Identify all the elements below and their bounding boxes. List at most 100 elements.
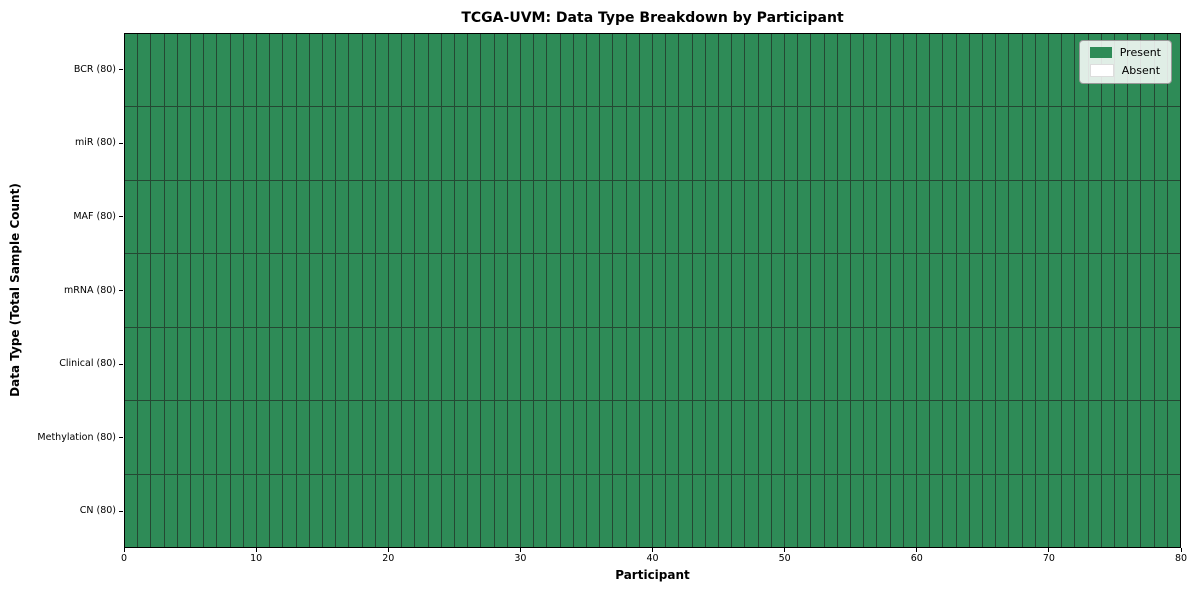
x-axis-label: Participant bbox=[615, 568, 690, 582]
heatmap-cell bbox=[151, 180, 164, 254]
heatmap-cell bbox=[454, 327, 468, 401]
heatmap-cell bbox=[507, 107, 520, 180]
heatmap-cell bbox=[969, 401, 982, 474]
heatmap-cell bbox=[1088, 474, 1101, 547]
heatmap-cell bbox=[692, 401, 705, 474]
heatmap-cell bbox=[679, 180, 692, 254]
heatmap-cell bbox=[850, 34, 864, 107]
heatmap-cell bbox=[402, 180, 415, 254]
heatmap-cell bbox=[309, 401, 322, 474]
heatmap-cell bbox=[784, 180, 798, 254]
heatmap-cell bbox=[230, 180, 243, 254]
heatmap-cell bbox=[375, 401, 388, 474]
heatmap-cell bbox=[930, 107, 943, 180]
heatmap-cell bbox=[138, 474, 151, 547]
plot-area: Present Absent bbox=[124, 33, 1181, 548]
heatmap-cell bbox=[349, 180, 362, 254]
heatmap-cell bbox=[718, 107, 732, 180]
heatmap-cell bbox=[402, 254, 415, 327]
heatmap-cell bbox=[1035, 107, 1048, 180]
heatmap-cell bbox=[930, 327, 943, 401]
heatmap-cell bbox=[1048, 34, 1062, 107]
heatmap-cell bbox=[943, 180, 956, 254]
heatmap-cell bbox=[494, 107, 507, 180]
heatmap-cell bbox=[190, 327, 204, 401]
x-tick-mark bbox=[255, 548, 257, 552]
heatmap-cell bbox=[481, 474, 494, 547]
heatmap-cell bbox=[745, 34, 758, 107]
heatmap-cell bbox=[982, 107, 996, 180]
heatmap-cell bbox=[415, 180, 428, 254]
heatmap-cell bbox=[402, 107, 415, 180]
heatmap-cell bbox=[560, 327, 573, 401]
heatmap-cell bbox=[454, 474, 468, 547]
heatmap-cell bbox=[771, 107, 784, 180]
heatmap-cell bbox=[441, 401, 454, 474]
heatmap-cell bbox=[217, 401, 230, 474]
heatmap-cell bbox=[534, 401, 547, 474]
heatmap-cell bbox=[270, 34, 283, 107]
heatmap-cell bbox=[1075, 327, 1088, 401]
heatmap-cell bbox=[613, 180, 626, 254]
heatmap-cell bbox=[1022, 34, 1035, 107]
heatmap-cell bbox=[1141, 474, 1154, 547]
heatmap-cell bbox=[468, 180, 481, 254]
heatmap-cell bbox=[388, 107, 402, 180]
heatmap-cell bbox=[758, 107, 771, 180]
heatmap-cell bbox=[864, 34, 877, 107]
heatmap-cell bbox=[560, 254, 573, 327]
y-tick-label: CN (80) bbox=[79, 505, 116, 517]
heatmap-cell bbox=[204, 401, 217, 474]
heatmap-cell bbox=[1128, 180, 1141, 254]
heatmap-cell bbox=[573, 254, 586, 327]
heatmap-cell bbox=[428, 401, 441, 474]
heatmap-cell bbox=[428, 474, 441, 547]
heatmap-cell bbox=[177, 474, 190, 547]
heatmap-cell bbox=[626, 180, 639, 254]
heatmap-cell bbox=[468, 107, 481, 180]
heatmap-cell bbox=[125, 107, 138, 180]
heatmap-cell bbox=[151, 34, 164, 107]
heatmap-cell bbox=[626, 327, 639, 401]
x-tick-mark bbox=[652, 548, 653, 552]
heatmap-cell bbox=[322, 107, 336, 180]
x-tick-label: 60 bbox=[910, 553, 923, 564]
heatmap-cell bbox=[824, 254, 837, 327]
heatmap-cell bbox=[454, 34, 468, 107]
heatmap-cell bbox=[903, 180, 916, 254]
heatmap-cell bbox=[322, 254, 336, 327]
heatmap-cell bbox=[745, 180, 758, 254]
heatmap-cell bbox=[877, 327, 890, 401]
heatmap-cell bbox=[613, 474, 626, 547]
heatmap-cell bbox=[494, 34, 507, 107]
heatmap-cell bbox=[824, 401, 837, 474]
heatmap-cell bbox=[349, 474, 362, 547]
heatmap-cell bbox=[217, 34, 230, 107]
heatmap-cell bbox=[943, 254, 956, 327]
legend-entry-present: Present bbox=[1089, 47, 1161, 58]
heatmap-cell bbox=[336, 254, 349, 327]
heatmap-cell bbox=[666, 254, 679, 327]
absent-swatch bbox=[1089, 64, 1114, 77]
heatmap-cell bbox=[309, 180, 322, 254]
heatmap-cell bbox=[718, 34, 732, 107]
heatmap-cell bbox=[296, 254, 309, 327]
heatmap-cell bbox=[943, 327, 956, 401]
heatmap-cell bbox=[732, 107, 745, 180]
heatmap-cell bbox=[718, 327, 732, 401]
heatmap-cell bbox=[270, 180, 283, 254]
heatmap-cell bbox=[481, 107, 494, 180]
heatmap-cell bbox=[903, 107, 916, 180]
heatmap-cell bbox=[125, 34, 138, 107]
heatmap-cell bbox=[652, 254, 666, 327]
heatmap-cell bbox=[507, 327, 520, 401]
heatmap-cell bbox=[402, 401, 415, 474]
heatmap-cell bbox=[534, 107, 547, 180]
heatmap-cell bbox=[1048, 254, 1062, 327]
heatmap-cell bbox=[468, 34, 481, 107]
y-tick-mark bbox=[119, 363, 123, 365]
heatmap-cell bbox=[1128, 474, 1141, 547]
heatmap-cell bbox=[375, 34, 388, 107]
heatmap-cell bbox=[1035, 327, 1048, 401]
heatmap-cell bbox=[771, 180, 784, 254]
